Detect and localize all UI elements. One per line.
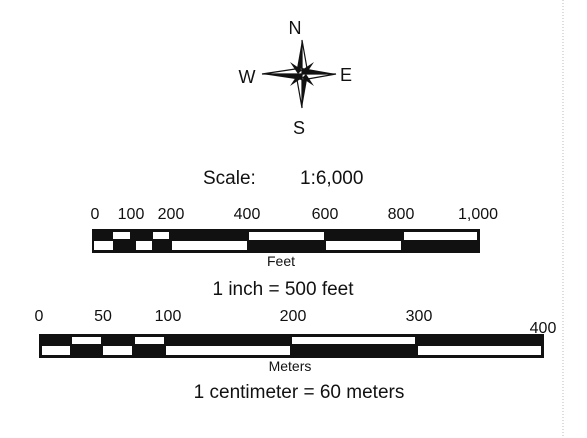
feet-tick-label: 0 [91,206,100,223]
meters-scale-bar: 0 50 100 200 300 400 [35,308,557,358]
scale-ratio: 1:6,000 [300,168,363,189]
compass-south-label: S [293,118,305,138]
meters-tick-label: 200 [280,308,307,325]
meters-tick-label: 300 [406,308,433,325]
compass-east-label: E [340,65,352,85]
feet-tick-label: 200 [158,206,185,223]
feet-tick-label: 400 [234,206,261,223]
feet-equivalence: 1 inch = 500 feet [212,279,354,300]
scale-label: Scale: [203,168,256,189]
feet-tick-label: 1,000 [458,206,498,223]
meters-unit-label: Meters [269,358,312,374]
feet-tick-label: 800 [388,206,415,223]
meters-tick-label: 0 [35,308,44,325]
feet-scale-bar: 0 100 200 400 600 800 1,000 [91,206,498,253]
compass-north-label: N [289,18,302,38]
meters-equivalence: 1 centimeter = 60 meters [194,382,405,403]
meters-tick-label: 100 [155,308,182,325]
meters-tick-label: 50 [94,308,112,325]
meters-tick-label: 400 [530,320,557,337]
feet-tick-label: 100 [118,206,145,223]
feet-tick-label: 600 [312,206,339,223]
compass-west-label: W [239,67,256,87]
feet-unit-label: Feet [267,253,295,269]
compass-rose-icon [261,39,337,109]
